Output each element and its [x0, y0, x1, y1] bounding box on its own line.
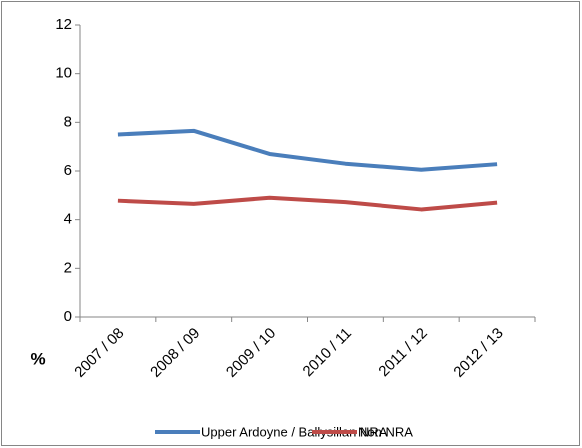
- line-series: [117, 195, 498, 212]
- y-tick-label: 0: [64, 308, 72, 325]
- y-tick-label: 6: [64, 162, 72, 179]
- y-tick-label: 8: [64, 113, 72, 130]
- y-tick-label: 12: [55, 16, 72, 33]
- y-tick-label: 10: [55, 65, 72, 82]
- y-tick-label: 2: [64, 259, 72, 276]
- y-axis-label: %: [30, 349, 45, 368]
- line-series: [117, 128, 498, 172]
- legend-label: Upper Ardoyne / Ballysillan NRA: [201, 424, 388, 439]
- legend-label: Non NRA: [358, 424, 413, 439]
- y-tick-label: 4: [64, 211, 72, 228]
